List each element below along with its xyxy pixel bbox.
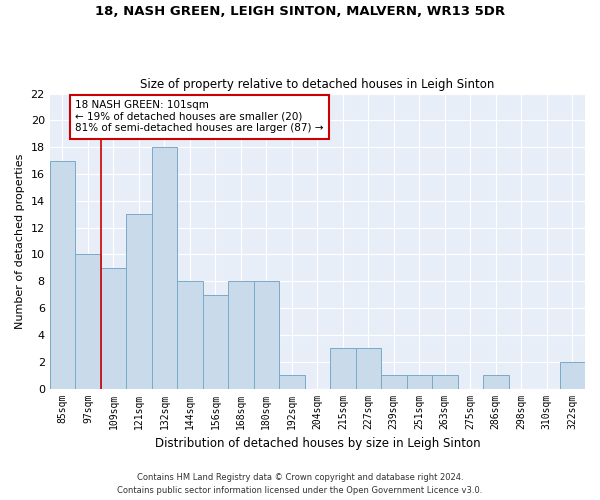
X-axis label: Distribution of detached houses by size in Leigh Sinton: Distribution of detached houses by size … xyxy=(155,437,480,450)
Bar xyxy=(407,375,432,388)
Bar xyxy=(560,362,585,388)
Text: 18, NASH GREEN, LEIGH SINTON, MALVERN, WR13 5DR: 18, NASH GREEN, LEIGH SINTON, MALVERN, W… xyxy=(95,5,505,18)
Bar xyxy=(330,348,356,389)
Y-axis label: Number of detached properties: Number of detached properties xyxy=(15,154,25,328)
Title: Size of property relative to detached houses in Leigh Sinton: Size of property relative to detached ho… xyxy=(140,78,494,91)
Bar xyxy=(126,214,152,388)
Bar xyxy=(356,348,381,389)
Text: Contains HM Land Registry data © Crown copyright and database right 2024.
Contai: Contains HM Land Registry data © Crown c… xyxy=(118,474,482,495)
Bar xyxy=(432,375,458,388)
Text: 18 NASH GREEN: 101sqm
← 19% of detached houses are smaller (20)
81% of semi-deta: 18 NASH GREEN: 101sqm ← 19% of detached … xyxy=(75,100,323,134)
Bar xyxy=(279,375,305,388)
Bar xyxy=(483,375,509,388)
Bar xyxy=(228,282,254,389)
Bar xyxy=(75,254,101,388)
Bar xyxy=(152,147,177,388)
Bar xyxy=(203,294,228,388)
Bar xyxy=(177,282,203,389)
Bar xyxy=(101,268,126,388)
Bar xyxy=(254,282,279,389)
Bar xyxy=(50,160,75,388)
Bar xyxy=(381,375,407,388)
